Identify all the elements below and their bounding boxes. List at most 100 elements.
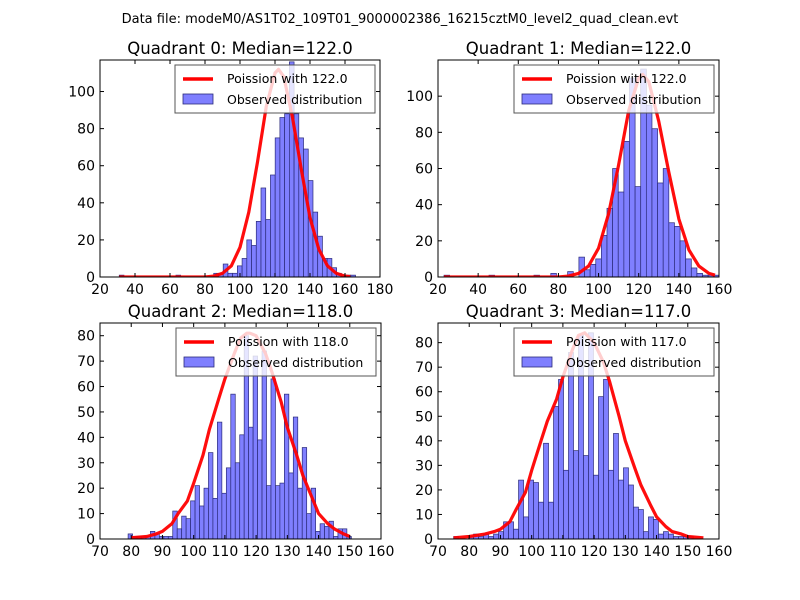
y-tick-label: 60 (77, 159, 95, 175)
y-tick-label: 10 (415, 507, 433, 523)
histogram-bar (260, 187, 267, 277)
histogram-bar (589, 263, 597, 277)
histogram-bar (217, 421, 223, 539)
histogram-bar (643, 531, 649, 539)
legend-label-poisson: Poission with 117.0 (566, 334, 687, 349)
y-tick-label: 80 (77, 122, 95, 138)
legend-label-observed: Observed distribution (566, 92, 701, 107)
histogram-bar (251, 245, 257, 277)
legend-label-observed: Observed distribution (566, 355, 701, 370)
axes-1: Quadrant 1: Median=122.0 20 40 60 80 100 120 14… (406, 39, 732, 298)
histogram-bar (274, 137, 281, 277)
y-tick-label: 60 (77, 380, 95, 396)
histogram-bar (176, 528, 183, 539)
legend: Poission with 122.0 Observed distribution (174, 64, 376, 114)
histogram-bar (279, 482, 285, 539)
axes-title: Quadrant 0: Median=122.0 (127, 39, 352, 58)
axes-frame (99, 322, 382, 540)
histogram-bar (583, 455, 589, 539)
x-tick-label: 80 (550, 282, 568, 298)
legend-label-poisson: Poission with 122.0 (227, 71, 348, 86)
histogram-bar (252, 355, 258, 539)
x-tick-label: 130 (612, 544, 639, 560)
histogram-bar (275, 485, 281, 539)
legend-box (513, 64, 715, 114)
x-tick-label: 40 (469, 282, 487, 298)
y-tick-label: 60 (415, 162, 433, 178)
histogram-bar (553, 406, 559, 539)
y-tick-label: 30 (415, 458, 433, 474)
histogram-bar (181, 515, 187, 539)
histogram-bar (657, 182, 664, 277)
histogram-bar (232, 272, 238, 277)
histogram-bar (663, 531, 669, 539)
histogram-bar (648, 516, 654, 539)
histogram-bar (194, 485, 200, 539)
legend-box (175, 327, 377, 377)
y-tick-label: 0 (86, 532, 95, 548)
legend-bar-swatch (182, 93, 214, 105)
histogram-bar (246, 239, 252, 277)
histogram-bar (518, 479, 524, 539)
histogram-bar (257, 439, 263, 539)
x-tick-label: 140 (305, 544, 332, 560)
x-tick-label: 160 (368, 544, 395, 560)
histogram-bar (292, 416, 299, 539)
histogram-bar (199, 505, 205, 539)
legend-box (513, 327, 715, 377)
legend-label-observed: Observed distribution (227, 92, 362, 107)
x-tick-label: 20 (429, 282, 447, 298)
histogram-bar (248, 426, 254, 539)
histogram-bar (623, 141, 630, 277)
x-tick-label: 80 (122, 544, 140, 560)
y-tick-label: 40 (415, 198, 433, 214)
histogram-bar (185, 518, 191, 539)
histogram-bar (303, 148, 309, 277)
y-tick-label: 40 (77, 196, 95, 212)
y-tick-label: 20 (77, 481, 95, 497)
legend-bar-swatch (183, 356, 215, 368)
axes-title: Quadrant 2: Median=118.0 (128, 302, 353, 321)
legend-label-poisson: Poission with 122.0 (566, 71, 687, 86)
histogram-bar (498, 531, 504, 539)
axes-3: Quadrant 3: Median=117.070 80 90 100 110 120 1… (415, 302, 732, 560)
histogram-bar (593, 474, 599, 539)
histogram-bar (284, 393, 290, 539)
histogram-bar (239, 434, 245, 539)
histogram-bar (623, 467, 629, 539)
histogram-bar (190, 500, 196, 539)
y-tick-label: 60 (415, 385, 433, 401)
figure-suptitle: Data file: modeM0/AS1T02_109T01_90000023… (122, 12, 679, 27)
y-tick-label: 10 (77, 507, 95, 523)
histogram-bar (633, 506, 639, 539)
x-tick-label: 120 (581, 544, 608, 560)
histogram-bar (227, 272, 234, 277)
histogram-bar (558, 379, 564, 539)
histogram-bar (563, 469, 569, 539)
histogram-bar (638, 509, 644, 539)
histogram-bar (221, 492, 227, 539)
axes-title: Quadrant 1: Median=122.0 (466, 39, 691, 58)
histogram-bar (601, 235, 608, 277)
x-tick-label: 120 (262, 282, 289, 298)
histogram-bar (203, 487, 209, 539)
histogram-bar (618, 479, 624, 539)
histogram-bar (279, 117, 285, 277)
x-tick-label: 100 (180, 544, 207, 560)
x-tick-label: 160 (706, 282, 733, 298)
y-tick-label: 20 (77, 233, 95, 249)
legend-box (174, 64, 376, 114)
axes-0: Quadrant 0: Median=122.0 20 40 60 80 100 120 14… (68, 39, 393, 298)
histogram-bar (608, 469, 614, 539)
histogram-bar (696, 273, 703, 277)
legend-label-observed: Observed distribution (228, 355, 363, 370)
x-tick-label: 60 (161, 282, 179, 298)
x-tick-label: 40 (126, 282, 144, 298)
y-tick-label: 40 (77, 430, 95, 446)
histogram-bar (319, 523, 325, 539)
histogram-bar (628, 484, 634, 539)
x-tick-label: 130 (274, 544, 301, 560)
histogram-bar (533, 482, 539, 539)
x-tick-label: 100 (518, 544, 545, 560)
x-tick-label: 100 (227, 282, 254, 298)
